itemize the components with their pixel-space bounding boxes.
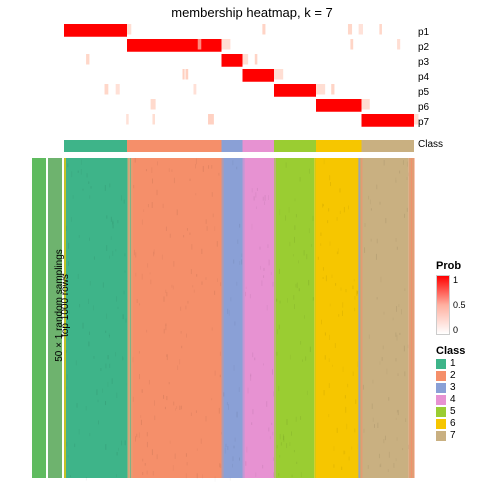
side-label-inner: top 1000 rows <box>60 274 71 337</box>
legend-prob-title: Prob <box>436 260 466 272</box>
legend-class-item: 5 <box>436 406 465 417</box>
legend-class-item: 6 <box>436 418 465 429</box>
legend-prob: Prob 1 0.5 0 <box>436 260 466 335</box>
legend-class-item: 2 <box>436 370 465 381</box>
legend-class-item: 3 <box>436 382 465 393</box>
row-label: p7 <box>418 117 429 128</box>
legend-class-item: 1 <box>436 358 465 369</box>
row-label: p2 <box>418 42 429 53</box>
legend-prob-tick: 1 <box>453 275 466 285</box>
row-label: p3 <box>418 57 429 68</box>
legend-class-item: 7 <box>436 430 465 441</box>
legend-prob-tick: 0 <box>453 325 466 335</box>
row-label: p4 <box>418 72 429 83</box>
legend-class-item: 4 <box>436 394 465 405</box>
legend-class: Class1234567 <box>436 345 465 442</box>
row-label: Class <box>418 139 443 150</box>
row-label: p5 <box>418 87 429 98</box>
row-label: p1 <box>418 27 429 38</box>
legend-class-title: Class <box>436 345 465 357</box>
legend-prob-tick: 0.5 <box>453 300 466 310</box>
row-label: p6 <box>418 102 429 113</box>
